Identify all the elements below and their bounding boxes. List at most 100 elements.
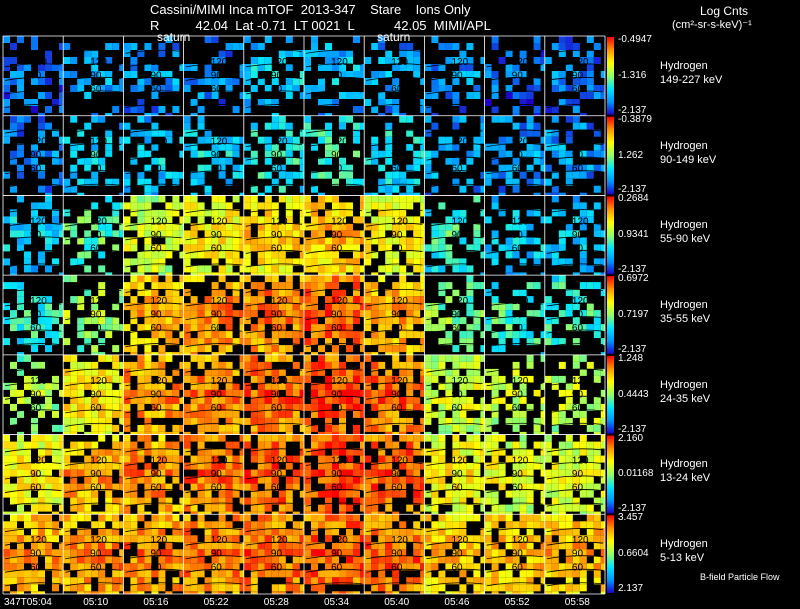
heatmap-cell <box>325 258 332 266</box>
heatmap-cell <box>271 282 279 290</box>
heatmap-cell <box>197 338 205 346</box>
heatmap-cell <box>31 535 38 543</box>
heatmap-cell <box>10 535 17 543</box>
heatmap-cell <box>257 497 265 505</box>
heatmap-cell <box>250 310 258 318</box>
pitch-angle-label: 60 <box>151 323 163 334</box>
heatmap-cell <box>70 389 78 397</box>
heatmap-cell <box>466 441 474 449</box>
heatmap-cell <box>572 570 580 578</box>
heatmap-cell <box>378 150 386 158</box>
heatmap-cell <box>420 265 425 273</box>
heatmap-cell <box>91 296 99 304</box>
heatmap-cell <box>264 64 272 71</box>
heatmap-cell <box>144 150 152 158</box>
heatmap-cell <box>452 223 460 231</box>
heatmap-cell <box>70 497 78 505</box>
heatmap-cell <box>360 570 365 578</box>
heatmap-cell <box>533 251 541 259</box>
pitch-angle-label: 90 <box>271 310 283 321</box>
heatmap-cell <box>459 431 467 435</box>
pitch-angle-label: 60 <box>271 403 283 414</box>
heatmap-cell <box>299 584 304 592</box>
heatmap-cell <box>325 410 332 418</box>
heatmap-cell <box>151 361 159 369</box>
heatmap-cell <box>271 272 279 276</box>
heatmap-cell <box>572 195 580 203</box>
heatmap-cell <box>264 563 272 571</box>
heatmap-cell <box>438 230 446 238</box>
heatmap-cell <box>572 43 580 50</box>
heatmap-cell <box>232 431 240 435</box>
heatmap-cell <box>551 338 559 346</box>
heatmap-cell <box>239 275 244 283</box>
heatmap-cell <box>271 230 279 238</box>
heatmap-cell <box>445 497 453 505</box>
heatmap-cell <box>158 310 166 318</box>
heatmap-cell <box>353 303 360 311</box>
heatmap-cell <box>225 382 233 390</box>
heatmap-cell <box>572 504 580 512</box>
heatmap-cell <box>250 504 258 512</box>
heatmap-cell <box>491 577 499 585</box>
heatmap-cell <box>311 549 318 557</box>
heatmap-cell <box>519 375 527 383</box>
heatmap-cell <box>225 50 233 57</box>
heatmap-cell <box>318 265 325 273</box>
heatmap-cell <box>325 504 332 512</box>
heatmap-cell <box>3 92 10 99</box>
heatmap-cell <box>420 570 425 578</box>
pitch-angle-contour <box>4 528 62 533</box>
heatmap-cell <box>480 185 485 193</box>
heatmap-cell <box>593 577 601 585</box>
pitch-angle-contour <box>65 104 122 108</box>
heatmap-cell <box>63 136 71 144</box>
heatmap-cell <box>158 431 166 435</box>
heatmap-cell <box>378 375 386 383</box>
heatmap-cell <box>112 85 120 92</box>
heatmap-cell <box>551 410 559 418</box>
heatmap-cell <box>225 528 233 536</box>
heatmap-cell <box>593 272 601 276</box>
heatmap-cell <box>392 528 400 536</box>
pitch-angle-label: 60 <box>391 483 403 494</box>
pitch-angle-label: 120 <box>391 376 408 387</box>
heatmap-cell <box>413 331 421 339</box>
heatmap-cell <box>165 282 173 290</box>
heatmap-cell <box>91 136 99 144</box>
heatmap-cell <box>257 202 265 210</box>
heatmap-cell <box>385 483 393 491</box>
heatmap-cell <box>190 150 198 158</box>
heatmap-cell <box>339 202 346 210</box>
heatmap-cell <box>70 441 78 449</box>
pitch-angle-label: 120 <box>151 376 168 387</box>
pitch-angle-label: 60 <box>331 164 343 175</box>
heatmap-cell <box>45 202 52 210</box>
heatmap-cell <box>399 338 407 346</box>
heatmap-cell <box>271 345 279 353</box>
heatmap-cell <box>498 244 506 252</box>
heatmap-cell <box>183 64 191 71</box>
heatmap-cell <box>98 289 106 297</box>
heatmap-cell <box>346 178 353 186</box>
heatmap-cell <box>371 157 379 165</box>
heatmap-cell <box>183 462 191 470</box>
heatmap-cell <box>151 265 159 273</box>
heatmap-cell <box>38 324 45 332</box>
heatmap-cell <box>243 258 251 266</box>
heatmap-cell <box>406 434 414 442</box>
heatmap-cell <box>579 192 587 196</box>
heatmap-cell <box>257 331 265 339</box>
heatmap-cell <box>197 483 205 491</box>
heatmap-cell <box>558 511 566 515</box>
pitch-angle-contour <box>366 329 423 334</box>
heatmap-cell <box>3 462 10 470</box>
heatmap-cell <box>91 497 99 505</box>
heatmap-cell <box>406 310 414 318</box>
heatmap-cell <box>52 483 59 491</box>
heatmap-cell <box>544 514 552 522</box>
heatmap-cell <box>278 511 286 515</box>
heatmap-cell <box>551 563 559 571</box>
heatmap-cell <box>257 338 265 346</box>
heatmap-cell <box>250 375 258 383</box>
